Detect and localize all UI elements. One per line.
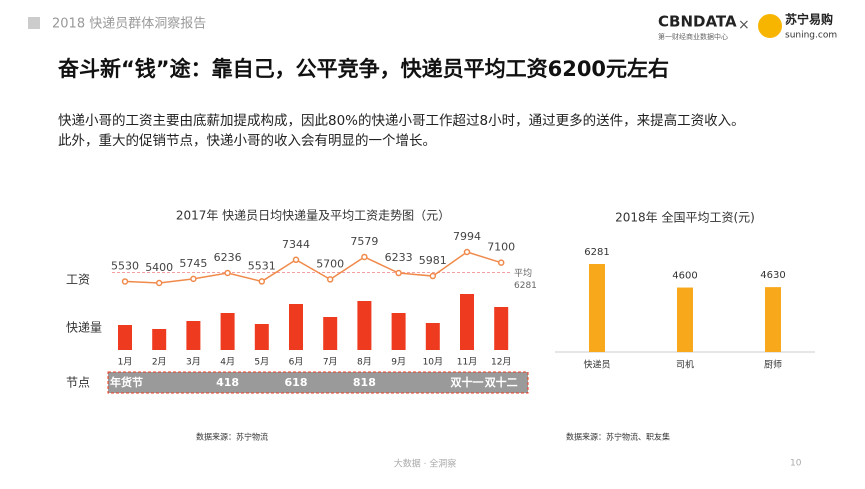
headline: 奋斗新“钱”途：靠自己，公平竞争，快递员平均工资6200元左右 (57, 57, 669, 81)
value-label: 6281 (584, 247, 609, 258)
wage-point (463, 248, 471, 256)
x-tick-label: 司机 (676, 359, 694, 371)
bar (765, 287, 781, 352)
report-title: 2018 快递员群体洞察报告 (52, 17, 206, 32)
wage-point (258, 278, 266, 285)
chart-title: 2017年 快递员日均快递量及平均工资走势图（元） (176, 209, 450, 223)
wage-line (124, 251, 502, 284)
x-tick-label: 11月 (457, 357, 477, 368)
volume-bar (186, 321, 201, 350)
wage-point (326, 276, 334, 283)
wage-label: 7100 (487, 241, 515, 254)
row-label: 节点 (66, 376, 90, 390)
logo-suning: 苏宁易购 (785, 12, 833, 27)
wage-point (190, 275, 197, 283)
value-label: 4600 (672, 271, 697, 282)
volume-bar (425, 323, 440, 350)
wage-point (155, 279, 163, 287)
logo-cbn: CBNDATA (658, 13, 737, 31)
x-tick-label: 4月 (220, 357, 235, 368)
wage-label: 5400 (145, 261, 173, 274)
volume-bar (289, 304, 303, 350)
x-tick-label: 7月 (323, 357, 338, 368)
wage-label: 5745 (179, 257, 207, 270)
average-value: 6281 (514, 281, 537, 291)
x-tick-label: 8月 (357, 357, 372, 368)
bar (589, 264, 605, 352)
logo-suning-sub: suning.com (785, 31, 837, 41)
times: × (738, 17, 750, 33)
x-tick-label: 2月 (152, 357, 167, 368)
x-tick-label: 6月 (289, 357, 304, 368)
chart-title: 2018年 全国平均工资(元) (615, 210, 755, 225)
footer-slogan: 大数据 · 全洞察 (394, 458, 457, 470)
wage-point (497, 259, 505, 266)
value-label: 4630 (760, 270, 785, 281)
wage-label: 6233 (385, 251, 413, 264)
logo-icon (758, 14, 782, 38)
x-tick-label: 快递员 (583, 359, 610, 371)
x-tick-label: 9月 (391, 357, 406, 368)
wage-label: 5530 (111, 259, 139, 272)
x-tick-label: 10月 (423, 357, 443, 368)
wage-label: 7579 (350, 235, 378, 248)
wage-point (292, 256, 300, 264)
volume-bar (220, 313, 235, 350)
node-band (107, 371, 529, 394)
wage-point (361, 253, 368, 261)
wage-label: 7344 (282, 238, 310, 251)
volume-bar (460, 294, 474, 350)
logo-cbn-sub: 第一财经商业数据中心 (658, 32, 728, 41)
row-label: 工资 (66, 273, 90, 287)
page-number: 10 (790, 459, 802, 469)
wage-point (224, 269, 231, 277)
wage-label: 5531 (248, 259, 276, 272)
source: 数据来源：苏宁物流、职友集 (566, 432, 670, 442)
bar (677, 287, 693, 352)
x-tick-label: 5月 (254, 357, 269, 368)
source: 数据来源：苏宁物流 (196, 432, 268, 442)
volume-bar (391, 313, 406, 350)
volume-bar (254, 324, 269, 350)
volume-bar (494, 307, 509, 350)
wage-label: 5981 (419, 254, 447, 267)
x-tick-label: 12月 (491, 357, 511, 368)
average-label: 平均 (514, 267, 532, 279)
header-square (28, 17, 40, 29)
node-label: 818 (353, 376, 376, 389)
row-label: 快递量 (66, 321, 102, 335)
node-label: 618 (285, 376, 308, 389)
volume-bar (152, 329, 167, 350)
x-tick-label: 厨师 (764, 359, 782, 371)
wage-point (429, 272, 437, 280)
wage-label: 7994 (453, 230, 481, 243)
node-label: 双十二 (485, 375, 518, 389)
node-label: 418 (216, 376, 239, 389)
paragraph: 快递小哥的工资主要由底薪加提成构成，因此80%的快递小哥工作超过8小时，通过更多… (58, 112, 745, 129)
wage-point (395, 269, 402, 277)
volume-bar (118, 325, 132, 350)
paragraph: 此外，重大的促销节点，快递小哥的收入会有明显的一个增长。 (58, 133, 436, 149)
wage-label: 6236 (214, 251, 242, 264)
x-tick-label: 3月 (186, 357, 201, 368)
volume-bar (323, 317, 338, 350)
node-label: 年货节 (110, 375, 143, 389)
x-tick-label: 1月 (118, 357, 133, 368)
wage-label: 5700 (316, 257, 344, 270)
volume-bar (357, 301, 372, 350)
node-label: 双十一 (451, 375, 484, 389)
wage-point (121, 278, 129, 285)
